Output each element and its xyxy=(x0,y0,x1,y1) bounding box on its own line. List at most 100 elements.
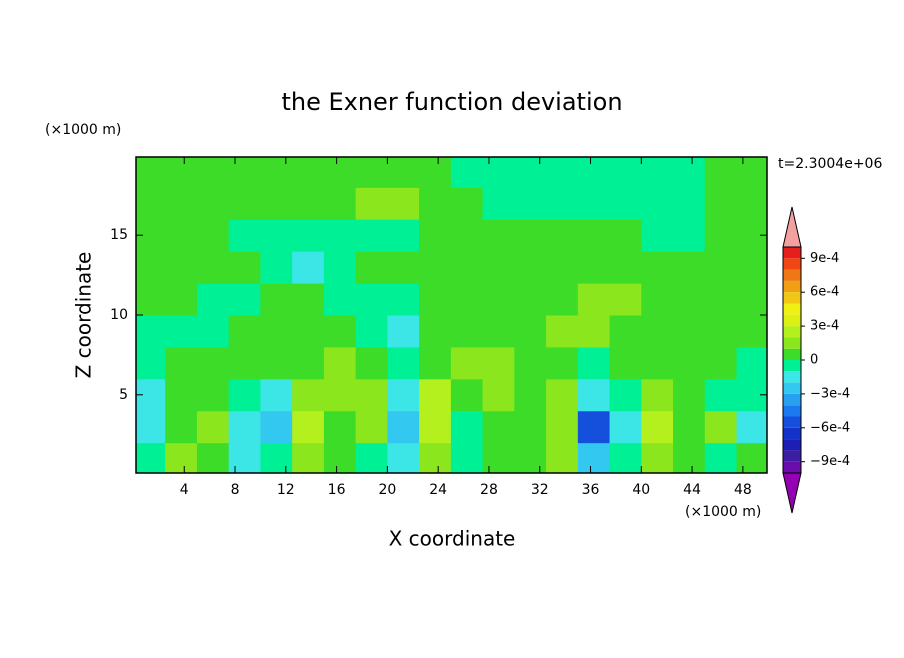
contour-cell xyxy=(514,442,547,473)
colorbar-band xyxy=(783,461,801,473)
contour-cell xyxy=(323,157,357,188)
contour-cell xyxy=(704,251,738,284)
y-unit: (×1000 m) xyxy=(45,122,121,138)
x-tick-label: 24 xyxy=(429,482,447,498)
contour-cell xyxy=(736,157,767,188)
contour-cell xyxy=(704,346,738,380)
contour-cell xyxy=(355,251,388,284)
colorbar-band xyxy=(783,258,801,270)
contour-cell xyxy=(387,157,420,188)
contour-cell xyxy=(450,283,484,316)
contour-cell xyxy=(196,346,230,380)
colorbar-band xyxy=(783,314,801,327)
contour-cell xyxy=(641,157,674,188)
contour-cell xyxy=(482,442,515,473)
contour-cell xyxy=(196,283,230,316)
contour-cell xyxy=(260,346,293,380)
contour-cell xyxy=(609,442,642,473)
time-annotation: t=2.3004e+06 xyxy=(778,156,882,172)
contour-cell xyxy=(546,283,579,316)
contour-cell xyxy=(387,251,420,284)
cells xyxy=(136,157,767,473)
contour-cell xyxy=(704,157,738,188)
contour-cell xyxy=(482,251,515,284)
contour-cell xyxy=(514,219,547,252)
y-tick-label: 10 xyxy=(110,307,128,323)
contour-cell xyxy=(450,315,484,348)
contour-cell xyxy=(355,346,388,380)
contour-cell xyxy=(196,251,230,284)
contour-cell xyxy=(736,346,767,380)
contour-cell xyxy=(704,410,738,444)
contour-cell xyxy=(196,410,230,444)
contour-cell xyxy=(577,315,611,348)
contour-cell xyxy=(228,315,261,348)
contour-cell xyxy=(419,410,452,444)
contour-cell xyxy=(641,219,674,252)
contour-cell xyxy=(450,410,484,444)
contour-cell xyxy=(165,157,198,188)
contour-cell xyxy=(609,315,642,348)
colorbar-band xyxy=(783,382,801,394)
contour-cell xyxy=(736,187,767,220)
contour-cell xyxy=(450,346,484,380)
contour-cell xyxy=(136,251,166,284)
y-tick-label: 15 xyxy=(110,227,128,243)
colorbar-tick-label: −3e-4 xyxy=(810,386,850,401)
contour-cell xyxy=(641,187,674,220)
contour-cell xyxy=(450,378,484,412)
y-tick-label: 5 xyxy=(119,387,128,403)
contour-cell xyxy=(482,315,515,348)
contour-cell xyxy=(514,251,547,284)
contour-cell xyxy=(323,410,357,444)
contour-cell xyxy=(641,346,674,380)
contour-cell xyxy=(228,346,261,380)
contour-cell xyxy=(387,187,420,220)
contour-cell xyxy=(609,378,642,412)
contour-cell xyxy=(450,442,484,473)
field xyxy=(136,157,767,473)
contour-cell xyxy=(355,315,388,348)
contour-cell xyxy=(292,346,325,380)
contour-cell xyxy=(165,283,198,316)
contour-cell xyxy=(736,251,767,284)
colorbar-tick-label: 6e-4 xyxy=(810,285,839,300)
contour-cell xyxy=(355,410,388,444)
contour-cell xyxy=(482,410,515,444)
contour-cell xyxy=(577,157,611,188)
contour-cell xyxy=(323,346,357,380)
contour-cell xyxy=(260,157,293,188)
contour-cell xyxy=(577,378,611,412)
contour-cell xyxy=(546,157,579,188)
contour-cell xyxy=(514,157,547,188)
contour-cell xyxy=(673,346,706,380)
contour-cell xyxy=(387,283,420,316)
contour-cell xyxy=(546,219,579,252)
contour-cell xyxy=(355,219,388,252)
x-axis-label: X coordinate xyxy=(389,527,516,551)
contour-cell xyxy=(355,378,388,412)
colorbar-tick-label: 3e-4 xyxy=(810,319,839,334)
x-tick-label: 44 xyxy=(683,482,701,498)
contour-cell xyxy=(419,251,452,284)
contour-cell xyxy=(196,378,230,412)
contour-cell xyxy=(196,315,230,348)
colorbar-band xyxy=(783,280,801,293)
contour-cell xyxy=(546,315,579,348)
contour-cell xyxy=(577,442,611,473)
contour-cell xyxy=(673,157,706,188)
contour-cell xyxy=(165,346,198,380)
contour-cell xyxy=(387,315,420,348)
contour-cell xyxy=(323,251,357,284)
contour-cell xyxy=(641,315,674,348)
contour-cell xyxy=(450,187,484,220)
contour-cell xyxy=(641,378,674,412)
contour-cell xyxy=(641,442,674,473)
contour-cell xyxy=(673,251,706,284)
contour-cell xyxy=(196,187,230,220)
contour-cell xyxy=(482,157,515,188)
contour-cell xyxy=(136,410,166,444)
colorbar-band xyxy=(783,416,801,428)
